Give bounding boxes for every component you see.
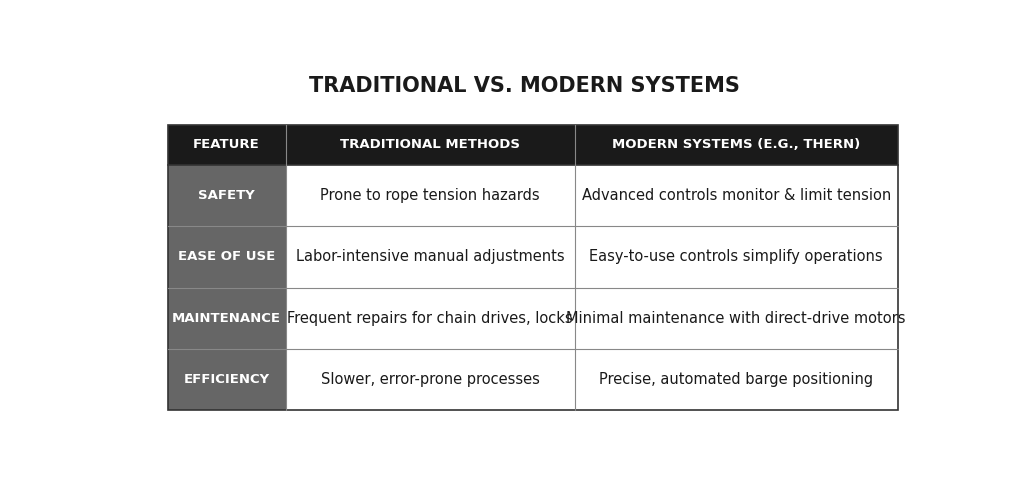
FancyBboxPatch shape [168,349,286,410]
FancyBboxPatch shape [168,226,286,288]
FancyBboxPatch shape [574,226,898,288]
Text: EASE OF USE: EASE OF USE [178,250,275,263]
Text: Advanced controls monitor & limit tension: Advanced controls monitor & limit tensio… [582,188,891,203]
Text: MAINTENANCE: MAINTENANCE [172,312,282,325]
Text: SAFETY: SAFETY [199,189,255,202]
FancyBboxPatch shape [168,125,286,165]
Text: Precise, automated barge positioning: Precise, automated barge positioning [599,372,873,387]
Text: Prone to rope tension hazards: Prone to rope tension hazards [321,188,540,203]
FancyBboxPatch shape [574,165,898,226]
Text: TRADITIONAL VS. MODERN SYSTEMS: TRADITIONAL VS. MODERN SYSTEMS [309,76,740,96]
Text: MODERN SYSTEMS (E.G., THERN): MODERN SYSTEMS (E.G., THERN) [612,138,860,151]
FancyBboxPatch shape [286,349,574,410]
FancyBboxPatch shape [168,288,286,349]
FancyBboxPatch shape [574,349,898,410]
Text: Labor-intensive manual adjustments: Labor-intensive manual adjustments [296,249,564,264]
Text: TRADITIONAL METHODS: TRADITIONAL METHODS [340,138,520,151]
FancyBboxPatch shape [286,288,574,349]
FancyBboxPatch shape [574,125,898,165]
FancyBboxPatch shape [574,288,898,349]
Text: Minimal maintenance with direct-drive motors: Minimal maintenance with direct-drive mo… [566,311,906,326]
FancyBboxPatch shape [286,125,574,165]
Text: FEATURE: FEATURE [194,138,260,151]
FancyBboxPatch shape [286,226,574,288]
FancyBboxPatch shape [168,165,286,226]
Text: Easy-to-use controls simplify operations: Easy-to-use controls simplify operations [590,249,883,264]
FancyBboxPatch shape [286,165,574,226]
Text: EFFICIENCY: EFFICIENCY [183,373,269,386]
Text: Slower, error-prone processes: Slower, error-prone processes [321,372,540,387]
Text: Frequent repairs for chain drives, locks: Frequent repairs for chain drives, locks [288,311,572,326]
